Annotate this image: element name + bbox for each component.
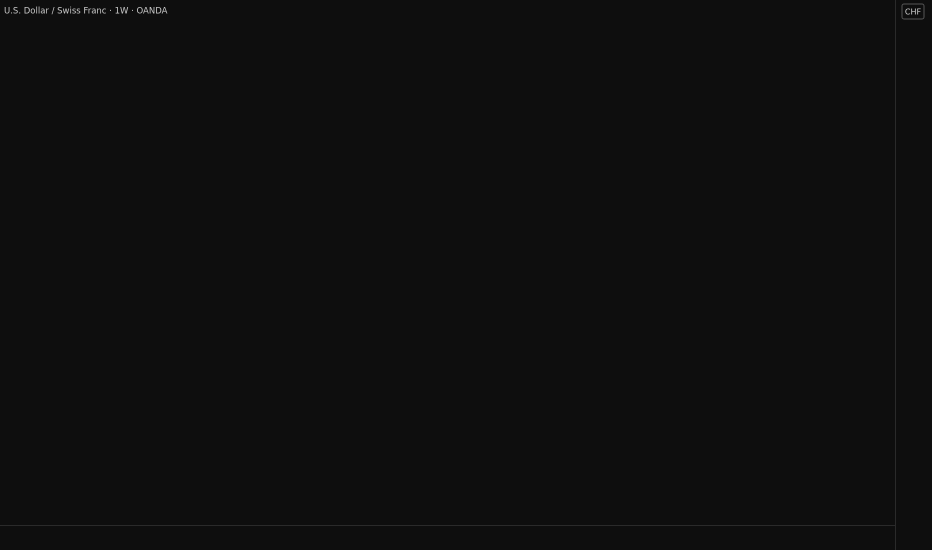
chart-title: U.S. Dollar / Swiss Franc · 1W · OANDA — [4, 7, 168, 17]
currency-button[interactable] — [901, 3, 925, 20]
currency-label[interactable]: CHF — [905, 8, 922, 17]
